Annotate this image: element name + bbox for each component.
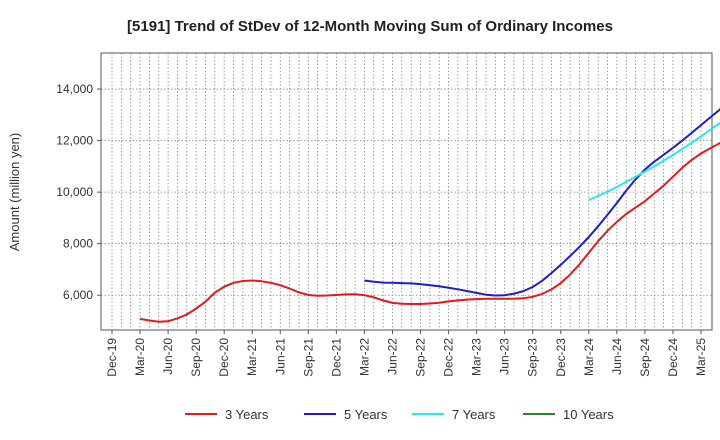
- x-tick-label: Sep-23: [526, 338, 540, 377]
- x-tick-label: Mar-25: [694, 338, 708, 376]
- x-tick-label: Dec-23: [554, 338, 568, 377]
- x-tick-label: Mar-23: [470, 338, 484, 376]
- legend-label-7-years: 7 Years: [452, 407, 496, 422]
- x-tick-label: Jun-22: [385, 338, 399, 375]
- x-tick-label: Sep-24: [638, 338, 652, 377]
- y-tick-label: 12,000: [56, 134, 93, 148]
- x-tick-label: Dec-22: [442, 338, 456, 377]
- y-axis-label: Amount (million yen): [7, 133, 22, 252]
- series-line-7-years: [588, 121, 720, 201]
- legend-label-5-years: 5 Years: [344, 407, 388, 422]
- x-tick-label: Sep-20: [189, 338, 203, 377]
- x-tick-label: Dec-20: [217, 338, 231, 377]
- x-tick-label: Dec-21: [329, 338, 343, 377]
- y-tick-label: 6,000: [63, 288, 93, 302]
- chart-title: [5191] Trend of StDev of 12-Month Moving…: [127, 18, 613, 35]
- y-tick-label: 8,000: [63, 237, 93, 251]
- y-tick-label: 10,000: [56, 185, 93, 199]
- plot-area-border: [100, 52, 713, 331]
- series-line-5-years: [364, 108, 720, 297]
- series-lines: [139, 108, 720, 323]
- grid-lines: [101, 53, 712, 330]
- legend-label-3-years: 3 Years: [225, 407, 269, 422]
- x-tick-label: Sep-21: [301, 338, 315, 377]
- series-line-3-years: [139, 141, 720, 323]
- x-tick-label: Dec-24: [666, 338, 680, 377]
- legend: 3 Years 5 Years 7 Years 10 Years: [185, 407, 614, 422]
- x-tick-label: Dec-19: [105, 338, 119, 377]
- x-tick-label: Jun-23: [498, 338, 512, 375]
- x-axis-ticks: Dec-19 Mar-20 Jun-20 Sep-20 Dec-20 Mar-21 Jun-…: [105, 330, 708, 377]
- legend-label-10-years: 10 Years: [563, 407, 614, 422]
- x-tick-label: Jun-21: [273, 338, 287, 375]
- y-tick-label: 14,000: [56, 82, 93, 96]
- x-tick-label: Mar-22: [357, 338, 371, 376]
- x-tick-label: Mar-21: [245, 338, 259, 376]
- x-tick-label: Jun-20: [161, 338, 175, 375]
- x-tick-label: Jun-24: [610, 338, 624, 375]
- x-tick-label: Mar-20: [133, 338, 147, 376]
- y-axis-ticks: 6,000 8,000 10,000 12,000 14,000: [56, 82, 101, 302]
- x-tick-label: Sep-22: [414, 338, 428, 377]
- x-tick-label: Mar-24: [582, 338, 596, 376]
